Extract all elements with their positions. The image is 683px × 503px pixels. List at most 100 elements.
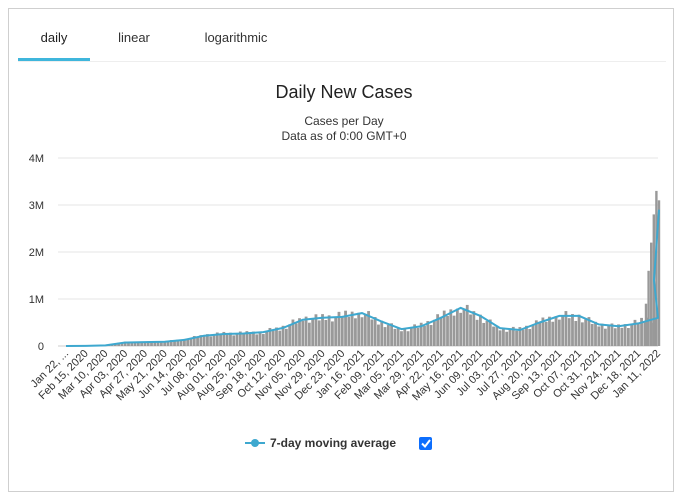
tab-daily-label: daily [40, 30, 68, 45]
bar [271, 330, 275, 346]
bar [627, 328, 630, 346]
bar [429, 325, 433, 346]
bar [426, 321, 430, 346]
bar [357, 312, 361, 346]
bar [574, 320, 578, 346]
bar [436, 314, 440, 346]
bar [370, 319, 374, 346]
bar [455, 308, 459, 346]
bar [192, 336, 196, 346]
legend-dot-marker [251, 439, 259, 447]
bar [354, 318, 357, 346]
bar [442, 310, 446, 346]
tabs-divider [18, 61, 666, 62]
bar [538, 322, 541, 346]
tab-linear[interactable]: linear [104, 9, 164, 61]
y-tick-label: 4M [29, 153, 44, 165]
bar [521, 329, 525, 346]
bar [288, 324, 292, 346]
bar [291, 319, 295, 346]
legend[interactable]: 7-day moving average [245, 436, 432, 450]
chart-subtitle-line-2: Data as of 0:00 GMT+0 [281, 129, 406, 143]
bar [298, 318, 301, 346]
bar [561, 315, 565, 346]
bar [485, 320, 489, 346]
bar [603, 328, 607, 346]
bar [150, 342, 153, 346]
bar [528, 329, 532, 346]
bar [304, 316, 308, 346]
bar [196, 337, 199, 346]
bar [278, 330, 282, 346]
bar [156, 342, 160, 346]
bar [518, 327, 522, 346]
bar [127, 342, 130, 346]
bar [225, 334, 229, 346]
bar [597, 326, 601, 346]
bar [495, 325, 499, 346]
bar [459, 312, 463, 346]
bar [534, 320, 538, 346]
bar [281, 325, 285, 346]
bar [505, 331, 509, 346]
tab-daily[interactable]: daily [18, 9, 90, 61]
bar [657, 200, 661, 346]
bar [258, 332, 262, 346]
bar [610, 323, 614, 346]
bar [123, 341, 127, 346]
checkmark-icon [421, 439, 431, 449]
moving-average-series [65, 209, 660, 347]
bar [130, 341, 134, 346]
bar [209, 336, 213, 346]
bar [488, 319, 492, 346]
bar [498, 330, 502, 346]
bar [268, 327, 272, 346]
bar [255, 334, 259, 346]
bar [393, 328, 397, 346]
bar [571, 314, 574, 346]
bar [416, 327, 420, 346]
bar [613, 328, 617, 346]
bar [232, 335, 236, 346]
bar [235, 333, 239, 346]
bar [265, 331, 269, 346]
bar [644, 303, 648, 346]
bar [189, 338, 193, 346]
bar [347, 317, 351, 346]
chart-subtitle-line-1: Cases per Day [304, 114, 383, 128]
bar [403, 328, 407, 346]
bar [252, 331, 255, 346]
bar [219, 334, 222, 346]
bar [475, 319, 479, 346]
bar [544, 321, 548, 346]
bar [360, 317, 364, 346]
tab-logarithmic[interactable]: logarithmic [186, 9, 286, 61]
bar [173, 340, 176, 346]
bar [238, 331, 242, 346]
bar [199, 335, 203, 346]
legend-checkbox[interactable] [419, 437, 432, 450]
bar [386, 325, 390, 346]
bar [334, 316, 338, 346]
bar [567, 318, 571, 346]
bar [377, 324, 380, 346]
bar [146, 341, 150, 346]
bar [590, 323, 594, 346]
bar [186, 339, 190, 346]
bar [409, 327, 413, 346]
bar [511, 326, 515, 346]
y-tick-label: 3M [29, 200, 44, 212]
y-tick-label: 1M [29, 294, 44, 306]
bar [479, 314, 482, 346]
bar [419, 322, 423, 346]
bar [163, 342, 167, 346]
bar [640, 317, 643, 346]
bar [206, 334, 209, 346]
bar [554, 316, 558, 346]
bar [531, 324, 535, 346]
tab-bar: daily linear logarithmic [18, 9, 668, 61]
bar [580, 322, 584, 346]
bar [548, 316, 551, 346]
bar [525, 325, 528, 346]
bar [465, 304, 469, 346]
